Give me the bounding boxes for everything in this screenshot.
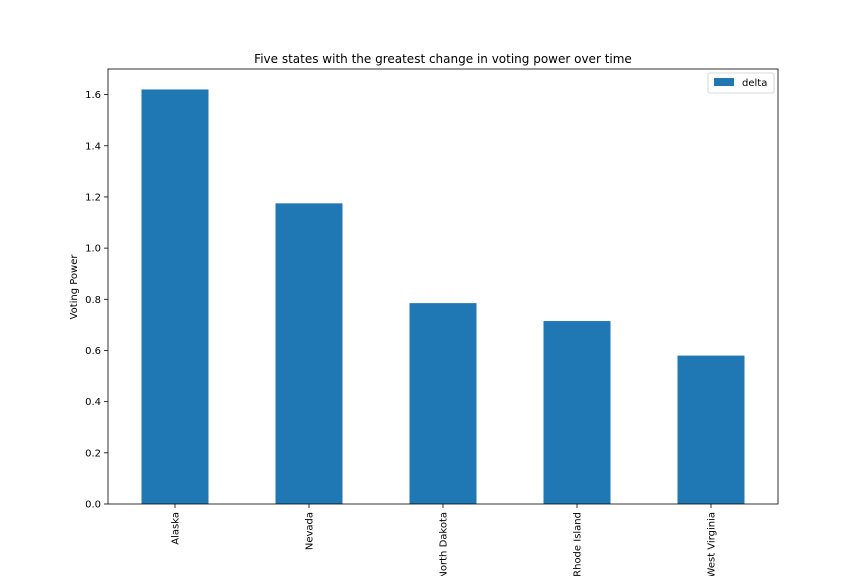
x-tick-label: Alaska <box>171 512 182 545</box>
x-axis: Alaska Nevada North Dakota Rhode Island West… <box>171 504 718 576</box>
y-tick-label: 0.2 <box>85 448 101 459</box>
y-tick-label: 0.8 <box>85 295 101 306</box>
x-tick-label: North Dakota <box>439 512 450 576</box>
y-tick-label: 1.2 <box>85 192 101 203</box>
y-tick-label: 0.4 <box>85 397 101 408</box>
bar-alaska <box>141 89 209 505</box>
bar-west-virginia <box>677 355 745 504</box>
plot-frame <box>107 68 779 505</box>
legend-swatch <box>714 78 734 86</box>
y-tick-label: 1.6 <box>85 90 101 101</box>
y-axis: 0.0 0.2 0.4 0.6 0.8 1.0 1.2 1.4 1.6 <box>85 90 108 511</box>
y-tick-label: 1.4 <box>85 141 101 152</box>
y-axis-label: Voting Power <box>69 254 80 320</box>
x-tick-label: Rhode Island <box>573 512 584 576</box>
x-tick-label: Nevada <box>305 512 316 550</box>
x-tick-label: West Virginia <box>707 512 718 576</box>
bar-rhode-island <box>543 321 611 504</box>
y-tick-label: 0.0 <box>85 500 101 511</box>
chart-title: Five states with the greatest change in … <box>254 52 632 66</box>
legend: delta <box>707 72 775 94</box>
y-tick-label: 1.0 <box>85 244 101 255</box>
bars-group <box>141 89 745 505</box>
legend-label: delta <box>742 78 767 89</box>
y-tick-label: 0.6 <box>85 346 101 357</box>
bar-nevada <box>275 203 343 504</box>
bar-north-dakota <box>409 303 477 504</box>
